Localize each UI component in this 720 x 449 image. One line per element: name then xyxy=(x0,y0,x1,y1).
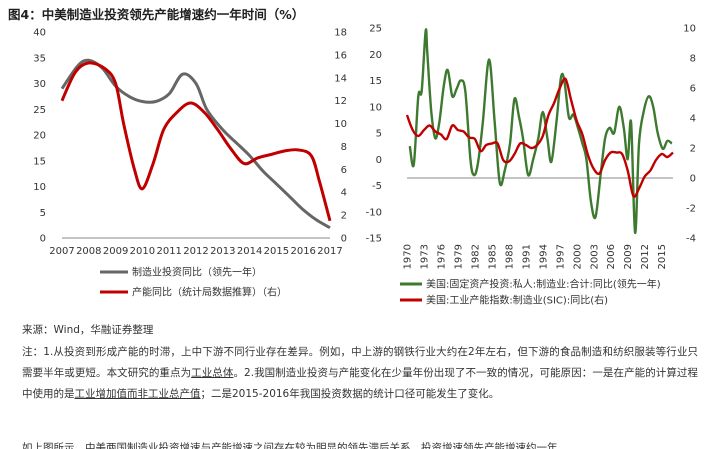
right-tick-label: 14 xyxy=(334,73,347,84)
left-tick-label: 15 xyxy=(33,156,46,167)
us-legend: 美国:固定资产投资:私人:制造业:合计:同比(领先一年) 美国:工业产能指数:制造… xyxy=(400,278,661,306)
left-tick-label: -10 xyxy=(366,207,382,218)
body-text-cutoff: 如上图所示，中美两国制造业投资增速与产能增速之间存在较为明显的领先滞后关系，投资… xyxy=(22,442,568,449)
series-line-2 xyxy=(405,77,674,198)
source-note: 来源：Wind，华融证券整理 xyxy=(22,324,154,336)
left-tick-label: 0 xyxy=(40,234,46,245)
left-tick-label: 10 xyxy=(33,182,46,193)
x-tick-label: 1979 xyxy=(453,244,464,269)
x-tick-label: 1970 xyxy=(403,244,414,269)
x-tick-label: 1991 xyxy=(521,244,532,269)
x-tick-label: 1988 xyxy=(504,244,515,269)
left-tick-label: -15 xyxy=(366,234,382,245)
series-line-1 xyxy=(60,58,331,230)
us-x-ticks: 1970 1973 1976 1979 1982 1985 1988 1991 1994 1997… xyxy=(403,244,669,269)
left-tick-label: 5 xyxy=(376,129,382,140)
left-tick-label: 10 xyxy=(369,102,382,113)
x-tick-label: 1985 xyxy=(487,244,498,269)
figure-title: 图4：中美制造业投资领先产能增速约一年时间（%） xyxy=(8,7,305,22)
x-tick-label: 1976 xyxy=(436,244,447,269)
series-line-2 xyxy=(60,61,332,222)
right-tick-label: 2 xyxy=(690,144,696,155)
right-tick-label: 6 xyxy=(690,84,696,95)
x-tick-label: 2012 xyxy=(640,244,651,269)
right-tick-label: 6 xyxy=(341,165,347,176)
right-tick-label: 12 xyxy=(334,96,347,107)
left-tick-label: 25 xyxy=(33,105,46,116)
left-tick-label: 40 xyxy=(33,28,46,39)
x-tick-label: 2003 xyxy=(589,244,600,269)
right-tick-label: 10 xyxy=(334,119,347,130)
left-tick-label: 20 xyxy=(33,131,46,142)
left-tick-label: 25 xyxy=(369,24,382,35)
legend-label: 制造业投资同比（领先一年） xyxy=(132,266,262,279)
footnote-text-2: 。2.我国制造业投资与产能变化在少量年份出现了不一致的情况，可能原因：一是在产能… xyxy=(22,367,699,400)
footnote-underline-1: 工业总体 xyxy=(191,367,234,379)
china-series xyxy=(60,58,332,230)
footnote-text-1: 注：1.从投资到形成产能的时滞，上中下游不同行业存在差异。例如，中上游的钢铁行业… xyxy=(22,346,698,379)
left-tick-label: 30 xyxy=(33,79,46,90)
right-tick-label: 18 xyxy=(334,28,347,39)
left-tick-label: -5 xyxy=(372,181,382,192)
us-right-ticks: -4 -2 0 2 4 6 8 10 xyxy=(683,24,696,245)
footnote-text-3: ；二是2015-2016年我国投资数据的统计口径可能发生了变化。 xyxy=(200,388,500,400)
china-left-ticks: 0 5 10 15 20 25 30 35 40 xyxy=(33,28,46,245)
x-tick-label: 2015 xyxy=(264,246,289,257)
x-tick-label: 2007 xyxy=(49,246,74,257)
x-tick-label: 2006 xyxy=(606,244,617,269)
x-tick-label: 2012 xyxy=(183,246,208,257)
x-tick-label: 2000 xyxy=(572,244,583,269)
right-tick-label: 8 xyxy=(341,142,347,153)
left-tick-label: 15 xyxy=(369,76,382,87)
x-tick-label: 2015 xyxy=(657,244,668,269)
us-series xyxy=(405,28,674,235)
right-tick-label: 0 xyxy=(690,174,696,185)
x-tick-label: 1982 xyxy=(470,244,481,269)
series-line-1 xyxy=(408,28,673,235)
footnote: 注：1.从投资到形成产能的时滞，上中下游不同行业存在差异。例如，中上游的钢铁行业… xyxy=(22,342,698,405)
right-tick-label: 8 xyxy=(690,54,696,65)
x-tick-label: 2010 xyxy=(130,246,155,257)
right-tick-label: 0 xyxy=(341,234,347,245)
x-tick-label: 1994 xyxy=(538,244,549,269)
china-right-ticks: 0 2 4 6 8 10 12 14 16 18 xyxy=(334,28,347,245)
x-tick-label: 2011 xyxy=(156,246,181,257)
footnote-underline-2: 工业增加值而非工业总产值 xyxy=(74,388,201,400)
left-tick-label: 5 xyxy=(40,208,46,219)
legend-label: 美国:固定资产投资:私人:制造业:合计:同比(领先一年) xyxy=(426,278,661,291)
right-tick-label: 10 xyxy=(683,24,696,35)
right-tick-label: 2 xyxy=(341,211,347,222)
legend-label: 美国:工业产能指数:制造业(SIC):同比(右) xyxy=(426,294,608,306)
right-tick-label: 16 xyxy=(334,50,347,61)
legend-label: 产能同比（统计局数据推算）（右） xyxy=(132,286,287,299)
us-left-ticks: -15 -10 -5 0 5 10 15 20 25 xyxy=(366,24,382,245)
china-x-ticks: 2007 2008 2009 2010 2011 2012 2013 2014 2015 2016… xyxy=(49,246,342,257)
x-tick-label: 1973 xyxy=(419,244,430,269)
right-tick-label: -2 xyxy=(686,204,696,215)
x-tick-label: 2009 xyxy=(623,244,634,269)
right-tick-label: 4 xyxy=(690,114,696,125)
x-tick-label: 2016 xyxy=(290,246,315,257)
x-tick-label: 1997 xyxy=(555,244,566,269)
x-tick-label: 2009 xyxy=(103,246,128,257)
left-tick-label: 20 xyxy=(369,50,382,61)
right-tick-label: 4 xyxy=(341,188,347,199)
x-tick-label: 2014 xyxy=(237,246,262,257)
left-tick-label: 0 xyxy=(376,155,382,166)
china-legend: 制造业投资同比（领先一年） 产能同比（统计局数据推算）（右） xyxy=(100,266,287,299)
right-tick-label: -4 xyxy=(686,234,696,245)
left-tick-label: 35 xyxy=(33,53,46,64)
x-tick-label: 2008 xyxy=(76,246,101,257)
x-tick-label: 2017 xyxy=(317,246,342,257)
x-tick-label: 2013 xyxy=(210,246,235,257)
